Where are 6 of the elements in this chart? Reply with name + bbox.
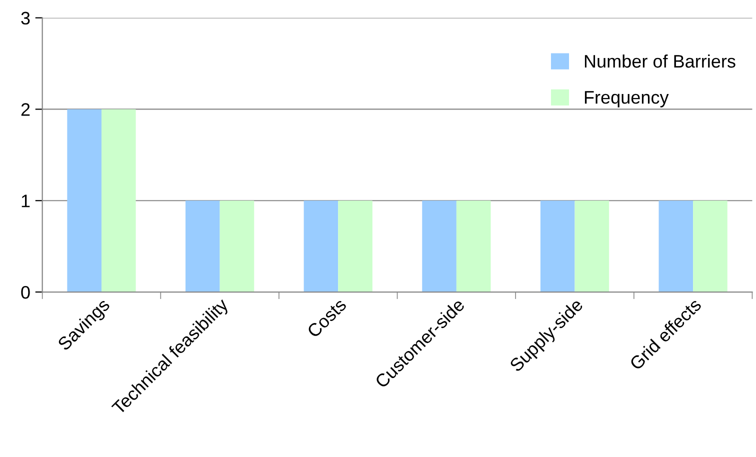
y-tick-label: 2 — [21, 103, 30, 116]
y-tick-label: 0 — [21, 286, 30, 299]
y-tick-label: 3 — [21, 12, 30, 25]
legend-label: Number of Barriers — [584, 54, 736, 68]
legend-label: Frequency — [584, 91, 669, 108]
y-tick-label: 1 — [22, 194, 30, 208]
